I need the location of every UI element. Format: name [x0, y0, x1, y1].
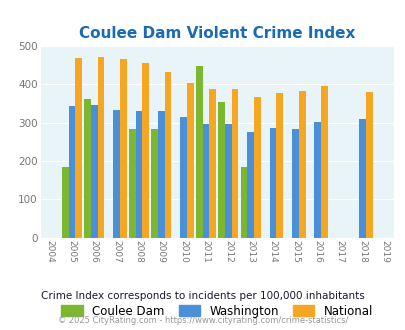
Text: © 2025 CityRating.com - https://www.cityrating.com/crime-statistics/: © 2025 CityRating.com - https://www.city… — [58, 316, 347, 325]
Bar — [358, 118, 365, 238]
Bar — [75, 58, 82, 238]
Bar — [128, 128, 135, 238]
Bar — [119, 59, 126, 238]
Bar — [151, 128, 158, 238]
Bar — [218, 102, 224, 238]
Bar — [187, 82, 193, 238]
Bar — [142, 63, 149, 238]
Bar — [231, 89, 238, 238]
Bar — [276, 93, 282, 238]
Bar — [113, 110, 119, 238]
Title: Coulee Dam Violent Crime Index: Coulee Dam Violent Crime Index — [79, 26, 354, 41]
Bar — [84, 99, 91, 238]
Bar — [209, 89, 215, 238]
Bar — [254, 97, 260, 238]
Legend: Coulee Dam, Washington, National: Coulee Dam, Washington, National — [61, 305, 372, 318]
Bar — [196, 66, 202, 238]
Bar — [365, 92, 372, 238]
Bar — [240, 167, 247, 238]
Bar — [62, 167, 68, 238]
Bar — [224, 123, 231, 238]
Bar — [91, 105, 97, 238]
Bar — [164, 72, 171, 238]
Bar — [158, 111, 164, 238]
Bar — [247, 132, 254, 238]
Bar — [320, 85, 327, 238]
Bar — [180, 117, 187, 238]
Bar — [298, 91, 305, 238]
Bar — [68, 106, 75, 238]
Bar — [97, 56, 104, 238]
Bar — [269, 128, 276, 238]
Bar — [291, 129, 298, 238]
Bar — [202, 123, 209, 238]
Text: Crime Index corresponds to incidents per 100,000 inhabitants: Crime Index corresponds to incidents per… — [41, 291, 364, 301]
Bar — [135, 111, 142, 238]
Bar — [314, 122, 320, 238]
